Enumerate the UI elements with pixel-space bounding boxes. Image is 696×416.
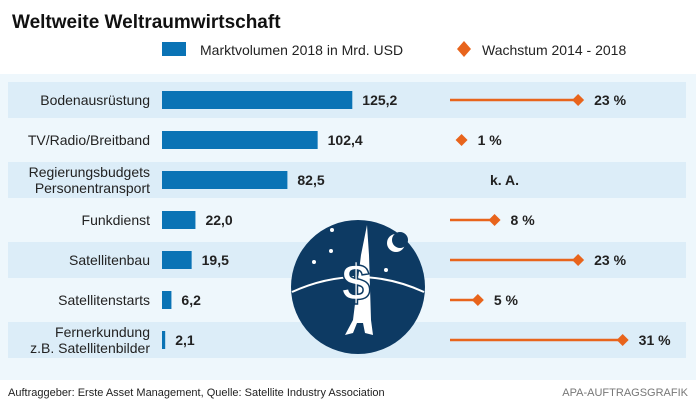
footer-source: Auftraggeber: Erste Asset Management, Qu… (8, 387, 385, 399)
category-label: Satellitenbau (69, 252, 150, 268)
volume-label: 6,2 (181, 292, 201, 308)
volume-label: 125,2 (362, 92, 397, 108)
volume-bar (162, 331, 166, 349)
row-band (8, 162, 686, 198)
volume-label: 19,5 (202, 252, 229, 268)
category-label: z.B. Satellitenbilder (30, 340, 150, 356)
growth-diamond (455, 134, 468, 146)
category-label: TV/Radio/Breitband (28, 132, 150, 148)
growth-label: k. A. (490, 172, 519, 188)
row-band (8, 122, 686, 158)
volume-bar (162, 291, 172, 309)
growth-label: 23 % (594, 252, 626, 268)
category-label: Personentransport (35, 180, 150, 196)
growth-label: 1 % (478, 132, 503, 148)
legend-label-growth: Wachstum 2014 - 2018 (482, 42, 626, 58)
volume-label: 82,5 (297, 172, 324, 188)
legend: Marktvolumen 2018 in Mrd. USD Wachstum 2… (162, 41, 626, 58)
growth-diamond (572, 254, 585, 266)
growth-diamond (616, 334, 629, 346)
legend-bar-swatch (162, 42, 186, 56)
growth-label: 8 % (511, 212, 536, 228)
growth-diamond (471, 294, 484, 306)
volume-bar (162, 211, 196, 229)
growth-diamond (488, 214, 501, 226)
category-label: Satellitenstarts (58, 292, 150, 308)
footer-credit: APA-AUFTRAGSGRAFIK (562, 387, 688, 399)
category-label: Fernerkundung (55, 324, 150, 340)
growth-label: 5 % (494, 292, 519, 308)
growth-diamond (572, 94, 585, 106)
volume-bar (162, 131, 318, 149)
growth-label: 31 % (639, 332, 671, 348)
volume-label: 2,1 (175, 332, 195, 348)
volume-label: 102,4 (328, 132, 363, 148)
svg-text:$: $ (342, 254, 371, 312)
legend-label-volume: Marktvolumen 2018 in Mrd. USD (200, 42, 403, 58)
logo-rocket-dollar: $ (291, 220, 425, 354)
category-label: Bodenausrüstung (40, 92, 150, 108)
legend-diamond-icon (457, 41, 471, 57)
volume-bar (162, 171, 288, 189)
volume-label: 22,0 (205, 212, 232, 228)
growth-label: 23 % (594, 92, 626, 108)
volume-bar (162, 91, 353, 109)
category-label: Funkdienst (82, 212, 151, 228)
volume-bar (162, 251, 192, 269)
chart-title: Weltweite Weltraumwirtschaft (12, 12, 281, 33)
category-label: Regierungsbudgets (29, 164, 150, 180)
